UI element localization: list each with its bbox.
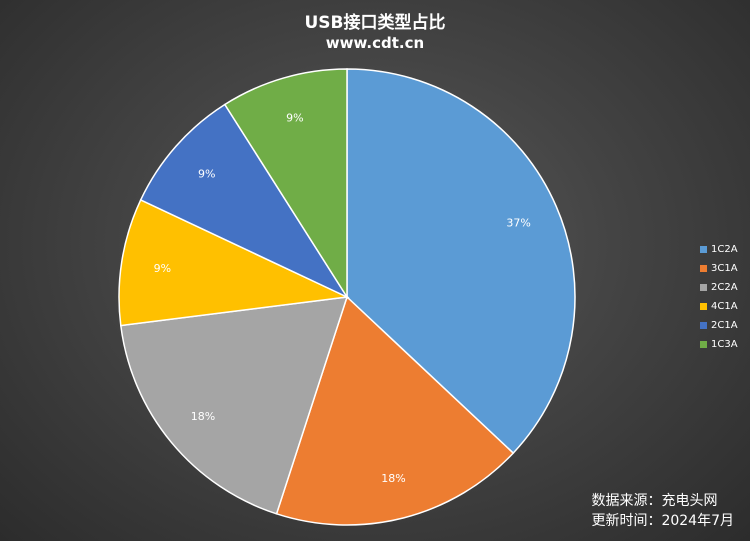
pie-label-1c3a: 9%	[286, 111, 303, 124]
pie-slice-2c1a	[139, 103, 350, 299]
update-time-text: 更新时间：2024年7月	[591, 513, 734, 529]
pie-slice-4c1a	[118, 198, 350, 327]
pie-label-3c1a: 18%	[381, 472, 405, 485]
legend-label: 2C2A	[711, 282, 738, 293]
legend-label: 4C1A	[711, 301, 738, 312]
legend-swatch	[700, 265, 707, 272]
pie-label-1c2a: 37%	[506, 217, 530, 230]
pie-slice-3c1a	[275, 295, 515, 526]
pie-slice-1c2a	[346, 68, 576, 455]
legend-item-3c1a: 3C1A	[700, 259, 738, 278]
legend-item-2c2a: 2C2A	[700, 278, 738, 297]
legend-item-2c1a: 2C1A	[700, 316, 738, 335]
legend-swatch	[700, 341, 707, 348]
pie-slice-1c3a	[223, 68, 348, 300]
legend-swatch	[700, 246, 707, 253]
footer: 数据来源：充电头网 更新时间：2024年7月	[591, 491, 734, 531]
pie-label-4c1a: 9%	[154, 262, 171, 275]
legend-swatch	[700, 284, 707, 291]
legend-swatch	[700, 322, 707, 329]
pie-slice-2c2a	[119, 296, 349, 515]
legend-label: 3C1A	[711, 263, 738, 274]
chart-legend: 1C2A 3C1A 2C2A 4C1A 2C1A 1C3A	[700, 240, 738, 354]
data-source-text: 数据来源：充电头网	[591, 493, 718, 509]
chart-subtitle: www.cdt.cn	[325, 34, 425, 52]
legend-label: 2C1A	[711, 320, 738, 331]
pie-label-2c1a: 9%	[198, 167, 215, 180]
legend-label: 1C3A	[711, 339, 738, 350]
legend-item-1c3a: 1C3A	[700, 335, 738, 354]
legend-swatch	[700, 303, 707, 310]
chart-title: USB接口类型占比	[304, 13, 446, 33]
legend-item-1c2a: 1C2A	[700, 240, 738, 259]
pie-label-2c2a: 18%	[191, 410, 215, 423]
legend-item-4c1a: 4C1A	[700, 297, 738, 316]
legend-label: 1C2A	[711, 244, 738, 255]
